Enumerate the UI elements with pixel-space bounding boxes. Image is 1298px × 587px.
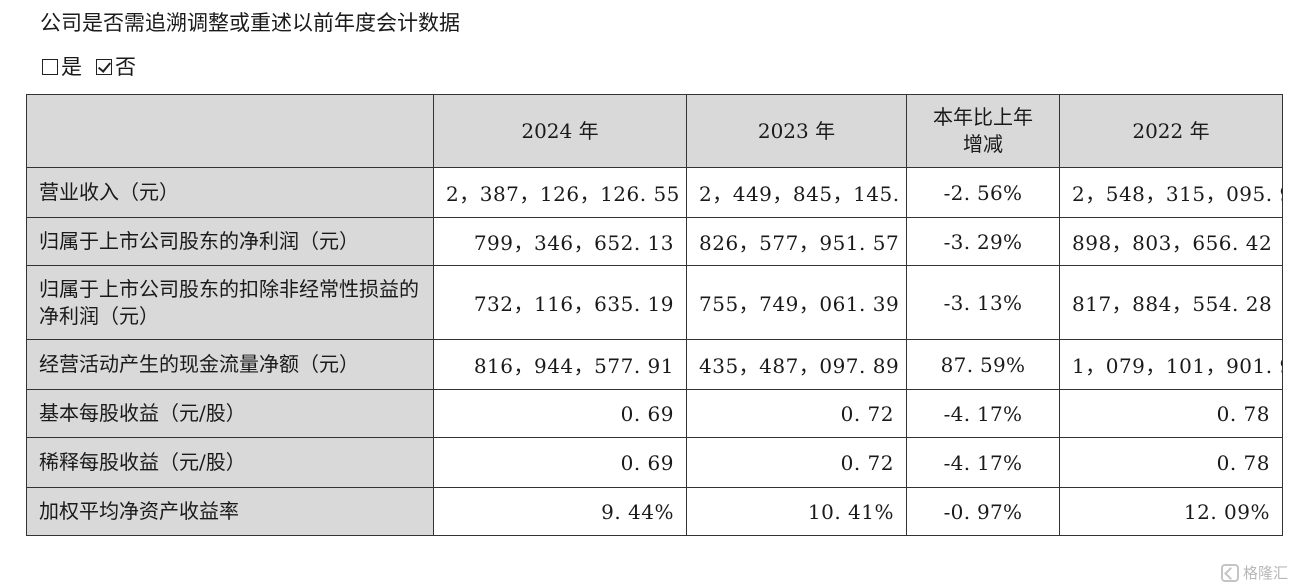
value-change: -2. 56% — [906, 167, 1060, 218]
row-label: 经营活动产生的现金流量净额（元） — [26, 339, 434, 390]
value-2022: 1，079，101，901. 90 — [1059, 339, 1283, 390]
value-change: -4. 17% — [906, 437, 1060, 488]
row-label: 稀释每股收益（元/股） — [26, 437, 434, 488]
table-row: 稀释每股收益（元/股） 0. 69 0. 72 -4. 17% 0. 78 — [26, 437, 1283, 488]
header-cell-empty — [26, 94, 434, 168]
value-2022: 898，803，656. 42 — [1059, 217, 1283, 266]
checkbox-unchecked-icon[interactable] — [42, 59, 58, 75]
value-2023: 2，449，845，145. 50 — [686, 167, 907, 218]
value-2023: 10. 41% — [686, 487, 907, 536]
value-2022: 0. 78 — [1059, 437, 1283, 488]
table-header-row: 2024 年 2023 年 本年比上年增减 2022 年 — [26, 94, 1283, 168]
option-yes-label: 是 — [61, 55, 82, 79]
header-cell-2022: 2022 年 — [1059, 94, 1283, 168]
value-change: -3. 13% — [906, 265, 1060, 340]
checkbox-checked-icon[interactable] — [96, 59, 112, 75]
table-row: 营业收入（元） 2，387，126，126. 55 2，449，845，145.… — [26, 167, 1283, 218]
value-2023: 0. 72 — [686, 389, 907, 438]
watermark-text: 格隆汇 — [1242, 564, 1288, 582]
value-change: -4. 17% — [906, 389, 1060, 438]
restatement-options: 是 否 — [42, 52, 150, 82]
value-2024: 799，346，652. 13 — [433, 217, 687, 266]
gelonghui-logo-icon — [1220, 563, 1239, 582]
financial-data-table: 2024 年 2023 年 本年比上年增减 2022 年 营业收入（元） 2，3… — [26, 94, 1283, 536]
watermark: 格隆汇 — [1220, 562, 1288, 583]
value-2024: 0. 69 — [433, 437, 687, 488]
row-label: 加权平均净资产收益率 — [26, 487, 434, 536]
value-2023: 435，487，097. 89 — [686, 339, 907, 390]
value-2023: 755，749，061. 39 — [686, 265, 907, 340]
table-row: 归属于上市公司股东的扣除非经常性损益的净利润（元） 732，116，635. 1… — [26, 265, 1283, 340]
table-row: 归属于上市公司股东的净利润（元） 799，346，652. 13 826，577… — [26, 217, 1283, 266]
header-cell-change: 本年比上年增减 — [906, 94, 1060, 168]
table-row: 基本每股收益（元/股） 0. 69 0. 72 -4. 17% 0. 78 — [26, 389, 1283, 438]
row-label: 归属于上市公司股东的净利润（元） — [26, 217, 434, 266]
row-label: 基本每股收益（元/股） — [26, 389, 434, 438]
value-change: -3. 29% — [906, 217, 1060, 266]
value-change: 87. 59% — [906, 339, 1060, 390]
value-2024: 816，944，577. 91 — [433, 339, 687, 390]
option-yes[interactable]: 是 — [42, 52, 82, 82]
table-row: 经营活动产生的现金流量净额（元） 816，944，577. 91 435，487… — [26, 339, 1283, 390]
value-2023: 826，577，951. 57 — [686, 217, 907, 266]
header-cell-2023: 2023 年 — [686, 94, 907, 168]
value-2024: 9. 44% — [433, 487, 687, 536]
value-2024: 732，116，635. 19 — [433, 265, 687, 340]
value-2022: 0. 78 — [1059, 389, 1283, 438]
row-label: 归属于上市公司股东的扣除非经常性损益的净利润（元） — [26, 265, 434, 340]
row-label: 营业收入（元） — [26, 167, 434, 218]
value-2023: 0. 72 — [686, 437, 907, 488]
option-no-label: 否 — [115, 55, 136, 79]
question-text: 公司是否需追溯调整或重述以前年度会计数据 — [40, 11, 460, 35]
option-no[interactable]: 否 — [96, 52, 136, 82]
value-2024: 0. 69 — [433, 389, 687, 438]
value-2022: 817，884，554. 28 — [1059, 265, 1283, 340]
value-2022: 12. 09% — [1059, 487, 1283, 536]
value-change: -0. 97% — [906, 487, 1060, 536]
header-cell-2024: 2024 年 — [433, 94, 687, 168]
value-2022: 2，548，315，095. 90 — [1059, 167, 1283, 218]
table-row: 加权平均净资产收益率 9. 44% 10. 41% -0. 97% 12. 09… — [26, 487, 1283, 536]
value-2024: 2，387，126，126. 55 — [433, 167, 687, 218]
